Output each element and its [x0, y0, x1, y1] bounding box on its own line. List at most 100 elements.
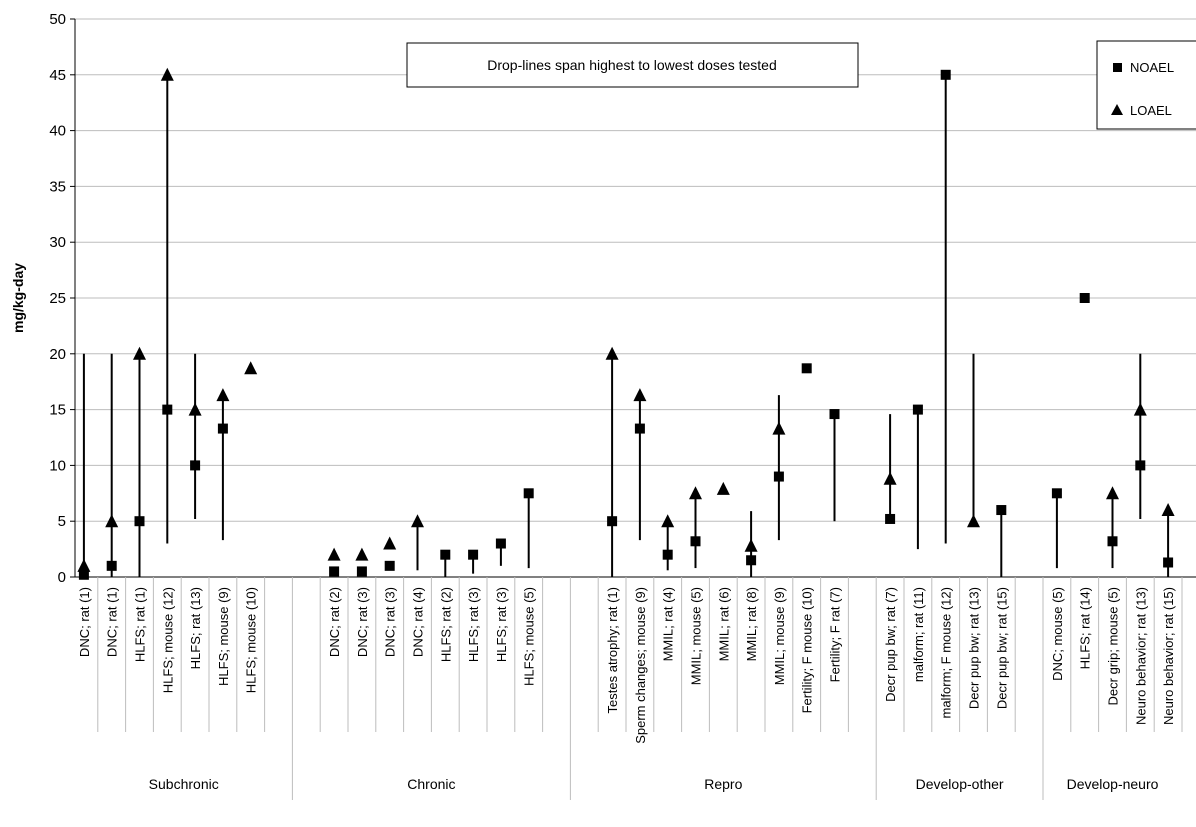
noael-marker	[996, 505, 1007, 516]
category-label: HLFS; rat (14)	[1078, 587, 1093, 669]
loael-marker	[772, 421, 786, 435]
loael-marker	[633, 388, 647, 402]
y-axis-ticks: 0 5 10 15 20 25 30 35 40 45 50	[49, 11, 75, 586]
data-markers	[77, 67, 1175, 580]
category-label: HLFS; rat (3)	[466, 587, 481, 662]
y-tick-label: 5	[58, 513, 66, 530]
noael-marker	[690, 536, 701, 547]
noael-marker	[329, 566, 340, 577]
loael-marker	[1161, 503, 1175, 517]
category-label: HLFS; mouse (9)	[216, 587, 231, 686]
y-axis-label: mg/kg-day	[10, 263, 26, 333]
legend-loael-marker	[1111, 104, 1123, 115]
group-label: Develop-other	[916, 776, 1004, 792]
category-label: HLFS; rat (13)	[188, 587, 203, 669]
category-label: Fertility; F rat (7)	[828, 587, 843, 682]
loael-marker	[133, 346, 146, 360]
noael-marker	[940, 69, 951, 80]
loael-marker	[105, 514, 119, 528]
noael-marker	[190, 460, 201, 471]
loael-marker	[967, 514, 980, 528]
legend: NOAEL LOAEL	[1096, 40, 1196, 130]
category-label: HLFS; rat (1)	[133, 587, 148, 662]
noael-marker	[440, 549, 451, 560]
legend-loael-label: LOAEL	[1130, 103, 1172, 118]
noael-marker	[106, 560, 117, 571]
y-tick-label: 10	[49, 457, 66, 474]
loael-marker	[661, 514, 675, 528]
gridlines	[75, 18, 1196, 578]
category-label: Fertility; F mouse (10)	[800, 587, 815, 713]
noael-marker	[134, 516, 145, 527]
loael-marker	[355, 547, 369, 561]
category-label: malform; rat (11)	[911, 587, 926, 682]
loael-marker	[716, 481, 730, 495]
category-label: MMIL; rat (6)	[716, 587, 731, 661]
loael-marker	[244, 361, 258, 375]
category-label: Sperm changes; mouse (9)	[633, 587, 648, 744]
y-tick-label: 35	[49, 178, 66, 195]
y-tick-label: 25	[49, 290, 66, 307]
y-tick-label: 30	[49, 234, 66, 251]
category-label: Decr pup bw; rat (15)	[994, 587, 1009, 709]
group-label: Develop-neuro	[1067, 776, 1159, 792]
legend-noael-marker	[1113, 63, 1122, 72]
loael-marker	[605, 346, 619, 360]
loael-marker	[77, 558, 91, 572]
category-label: HLFS; mouse (12)	[160, 587, 175, 693]
noael-marker	[1107, 536, 1118, 547]
noael-marker	[523, 488, 534, 499]
noael-marker	[801, 363, 812, 374]
loael-marker	[689, 486, 702, 500]
noael-marker	[217, 423, 228, 434]
noael-marker	[746, 555, 757, 566]
category-label: Neuro behavior; rat (13)	[1133, 587, 1148, 725]
noael-marker	[1163, 557, 1174, 568]
category-label: HLFS; mouse (10)	[244, 587, 259, 693]
annotation-box: Drop-lines span highest to lowest doses …	[406, 42, 859, 88]
category-label: Decr pup bw; rat (13)	[967, 587, 982, 709]
category-label: DNC; mouse (5)	[1050, 587, 1065, 681]
group-label: Chronic	[407, 776, 455, 792]
noael-marker	[829, 409, 840, 420]
loael-marker	[744, 538, 758, 552]
category-label: HLFS; mouse (5)	[522, 587, 537, 686]
category-label: malform; F mouse (12)	[939, 587, 954, 718]
loael-marker	[327, 547, 341, 561]
noael-marker	[912, 404, 923, 415]
x-axis: DNC; rat (1) DNC; rat (1) HLFS; rat (1) HLF…	[75, 576, 1196, 800]
y-tick-label: 50	[49, 11, 66, 28]
y-tick-label: 40	[49, 123, 66, 140]
noael-marker	[1079, 293, 1090, 303]
category-label: Decr grip; mouse (5)	[1106, 587, 1121, 705]
loael-marker	[1106, 486, 1119, 500]
y-tick-label: 45	[49, 67, 66, 84]
noael-marker	[384, 560, 395, 571]
loael-marker	[1133, 402, 1147, 416]
group-label: Repro	[704, 776, 742, 792]
loael-marker	[383, 536, 397, 550]
category-label: MMIL; rat (4)	[661, 587, 676, 661]
category-label: DNC; rat (3)	[383, 587, 398, 657]
category-label: DNC; rat (4)	[411, 587, 426, 657]
group-label: Subchronic	[149, 776, 219, 792]
annotation-text: Drop-lines span highest to lowest doses …	[487, 57, 777, 73]
y-tick-label: 0	[58, 569, 66, 586]
category-label: MMIL; rat (8)	[744, 587, 759, 661]
noael-marker	[773, 471, 784, 482]
noael-marker	[662, 549, 673, 560]
noael-marker	[162, 404, 173, 415]
y-tick-label: 20	[49, 346, 66, 363]
noael-marker	[468, 549, 479, 560]
loael-marker	[216, 388, 230, 402]
legend-noael-label: NOAEL	[1130, 60, 1174, 75]
category-label: DNC; rat (1)	[77, 587, 92, 657]
drop-lines	[82, 74, 1170, 577]
noael-marker	[1135, 460, 1146, 471]
loael-marker	[411, 514, 424, 528]
noael-marker	[1051, 488, 1062, 499]
category-label: HLFS; rat (2)	[438, 587, 453, 662]
noael-marker	[885, 513, 896, 524]
category-label: Decr pup bw; rat (7)	[883, 587, 898, 702]
